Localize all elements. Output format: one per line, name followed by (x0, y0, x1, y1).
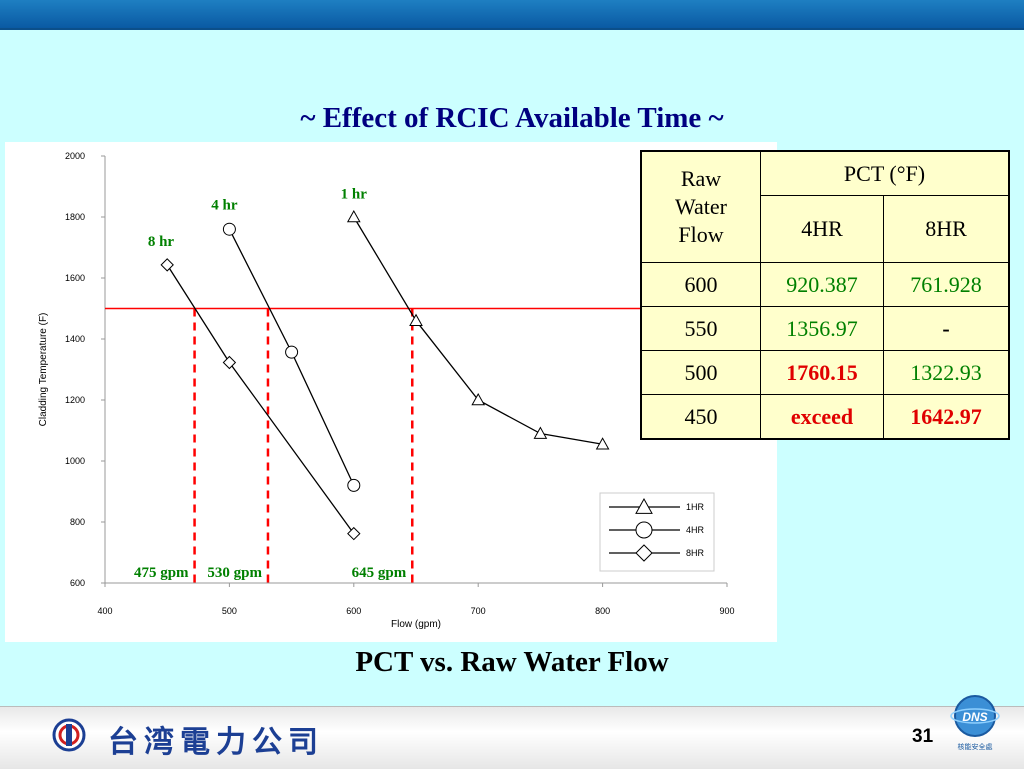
x-axis-label: Flow (gpm) (391, 619, 441, 630)
pct-4hr-cell: 1356.97 (760, 306, 884, 351)
x-tick-label: 700 (471, 606, 486, 616)
y-axis-label: Cladding Temperature (F) (38, 313, 49, 427)
table-body: 600 920.387 761.928 550 1356.97-500 1760.15 13… (640, 262, 1010, 440)
data-point-4hr (347, 478, 361, 492)
header-pct: PCT (°F) (760, 150, 1010, 196)
data-point-8hr (160, 258, 174, 272)
x-tick-label: 400 (97, 606, 112, 616)
table-header-row: Raw Water Flow PCT (°F) (640, 150, 1010, 263)
data-point-1hr (471, 392, 486, 406)
footer (0, 706, 1024, 769)
header-4hr: 4HR (760, 195, 884, 263)
legend-marker-8hr (635, 544, 653, 562)
crossing-label: 645 gpm (352, 565, 407, 581)
y-tick-label: 800 (70, 517, 85, 527)
flow-cell: 550 (640, 306, 761, 351)
data-point-8hr (222, 355, 237, 370)
x-tick-label: 900 (719, 606, 734, 616)
legend-marker-4hr (635, 521, 653, 539)
pct-8hr-cell: 1642.97 (883, 394, 1010, 440)
y-tick-label: 1200 (65, 395, 85, 405)
pct-table: Raw Water Flow PCT (°F) 4HR 8HR 600 920.3… (640, 150, 1010, 440)
pct-8hr-cell: 1322.93 (883, 350, 1010, 395)
legend-box (599, 492, 715, 572)
page-number: 31 (912, 726, 934, 747)
y-tick-label: 1400 (65, 334, 85, 344)
flow-cell: 600 (640, 262, 761, 307)
crossing-label: 475 gpm (134, 565, 189, 581)
chart-caption: PCT vs. Raw Water Flow (355, 646, 669, 678)
data-point-8hr (347, 526, 361, 541)
slide-title: ~ Effect of RCIC Available Time ~ (300, 102, 724, 134)
y-tick-label: 1600 (65, 273, 85, 283)
series-layer (160, 209, 610, 541)
x-tick-label: 500 (222, 606, 237, 616)
y-tick-label: 600 (70, 578, 85, 588)
annotation-layer: 1 hr 4 hr 8 hr (148, 187, 367, 250)
legend-label: 1HR (686, 502, 705, 512)
series-annotation: 8 hr (148, 234, 175, 250)
crossing-label: 530 gpm (207, 565, 262, 581)
legend-label: 4HR (686, 525, 705, 535)
data-point-1hr (409, 313, 423, 326)
ticks-layer: 600 800 1000 1200 1400 1600 1800 2000 400 500 600 7… (65, 151, 735, 616)
pct-8hr-cell: 761.928 (883, 262, 1010, 307)
data-point-4hr (285, 345, 299, 359)
dns-badge-text: DNS (962, 710, 987, 724)
table-row: 450 exceed 1642.97 (640, 394, 1010, 440)
x-tick-label: 800 (595, 606, 610, 616)
header-8hr: 8HR (883, 195, 1010, 263)
pct-4hr-cell: exceed (760, 394, 884, 440)
flow-cell: 500 (640, 350, 761, 395)
table-row: 550 1356.97- (640, 306, 1010, 351)
pct-8hr-cell: - (883, 306, 1010, 351)
company-name: 台湾電力公司 (108, 725, 324, 760)
legend-label: 8HR (686, 548, 705, 558)
y-tick-label: 1000 (65, 456, 85, 466)
series-annotation: 1 hr (341, 187, 368, 203)
dns-badge-icon: DNS 核能安全處 (950, 695, 1000, 751)
dns-badge-subtext: 核能安全處 (958, 742, 993, 751)
flow-cell: 450 (640, 394, 761, 440)
company-logo-icon (52, 718, 86, 752)
series-annotation: 4 hr (211, 197, 238, 213)
x-tick-label: 600 (346, 606, 361, 616)
y-tick-label: 2000 (65, 151, 85, 161)
chart-legend: 1HR 4HR 8HR (599, 492, 715, 572)
y-tick-label: 1800 (65, 212, 85, 222)
table-row: 600 920.387 761.928 (640, 262, 1010, 307)
data-point-1hr (533, 426, 548, 439)
data-point-1hr (595, 437, 610, 450)
pct-4hr-cell: 1760.15 (760, 350, 884, 395)
table-row: 500 1760.15 1322.93 (640, 350, 1010, 395)
data-point-4hr (222, 222, 236, 236)
header-raw-water-flow: Raw Water Flow (640, 150, 761, 263)
top-banner (0, 0, 1024, 30)
data-point-1hr (346, 209, 361, 223)
header-raw-water-flow-text: Raw Water Flow (675, 166, 727, 247)
pct-4hr-cell: 920.387 (760, 262, 884, 307)
legend-marker-1hr (635, 497, 653, 514)
